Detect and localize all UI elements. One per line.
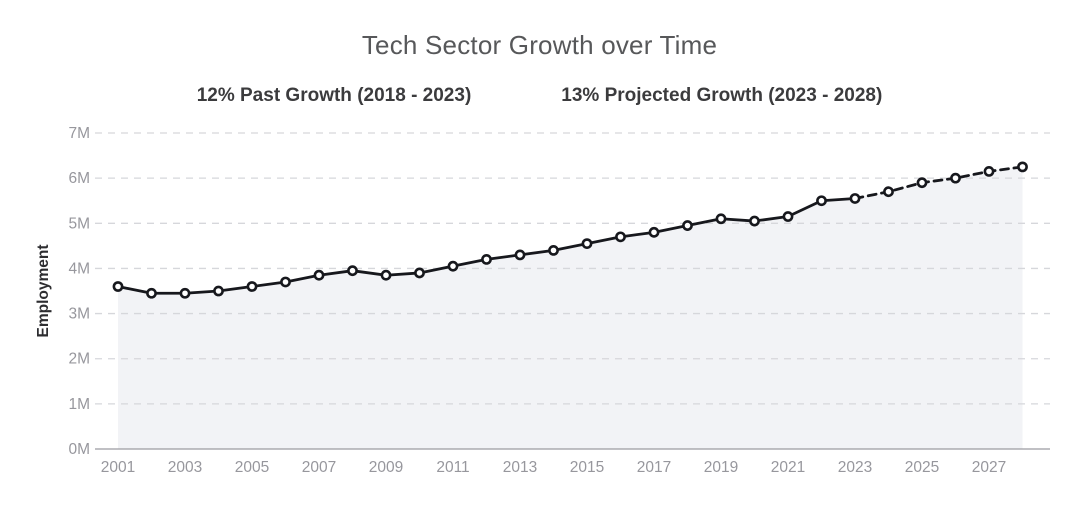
data-point-marker[interactable] [749, 215, 760, 227]
chart-header: Tech Sector Growth over Time 12% Past Gr… [0, 0, 1079, 107]
x-tick-label: 2013 [503, 459, 537, 476]
data-point-marker[interactable] [950, 172, 961, 184]
chart-title: Tech Sector Growth over Time [361, 30, 718, 60]
x-tick-label: 2007 [302, 459, 336, 476]
x-tick-label: 2017 [637, 459, 671, 476]
y-axis-title: Employment [35, 245, 52, 338]
data-point-marker[interactable] [648, 226, 660, 238]
data-point-marker[interactable] [883, 186, 894, 198]
data-point-marker[interactable] [380, 269, 392, 281]
data-point-marker[interactable] [849, 193, 861, 204]
data-point-marker[interactable] [1017, 161, 1028, 173]
x-tick-label: 2023 [838, 459, 872, 476]
data-point-marker[interactable] [112, 281, 124, 292]
data-point-marker[interactable] [916, 177, 928, 189]
data-point-marker[interactable] [682, 220, 693, 231]
data-point-marker[interactable] [447, 260, 459, 272]
area-fill [118, 166, 1023, 449]
subtitle-projected-growth: 13% Projected Growth (2023 - 2028) [561, 84, 883, 106]
data-point-marker[interactable] [782, 211, 794, 222]
data-point-marker[interactable] [481, 254, 492, 265]
data-point-marker[interactable] [179, 287, 191, 299]
x-tick-label: 2019 [704, 459, 738, 476]
x-tick-label: 2005 [235, 459, 269, 476]
y-tick-label: 4M [68, 260, 90, 277]
y-tick-label: 6M [68, 170, 90, 187]
series-line-projected [853, 165, 1024, 200]
y-tick-label: 0M [68, 441, 90, 458]
data-point-marker[interactable] [347, 265, 358, 277]
y-tick-label: 2M [68, 351, 90, 368]
data-point-marker[interactable] [313, 269, 325, 281]
data-point-marker[interactable] [816, 195, 827, 207]
data-point-marker[interactable] [983, 165, 995, 177]
x-tick-label: 2015 [570, 459, 604, 476]
data-point-marker[interactable] [715, 213, 727, 225]
y-tick-label: 5M [68, 215, 90, 232]
y-tick-label: 7M [68, 125, 90, 142]
data-point-marker[interactable] [146, 287, 157, 299]
data-point-marker[interactable] [414, 267, 425, 279]
data-point-marker[interactable] [280, 276, 291, 288]
x-tick-label: 2025 [905, 459, 939, 476]
x-tick-label: 2009 [369, 459, 403, 476]
y-tick-label: 3M [68, 306, 90, 323]
data-point-marker[interactable] [581, 238, 593, 250]
x-tick-label: 2027 [972, 459, 1006, 476]
x-tick-label: 2021 [771, 459, 805, 476]
data-point-marker[interactable] [514, 249, 526, 261]
data-point-marker[interactable] [213, 285, 224, 297]
subtitle-past-growth: 12% Past Growth (2018 - 2023) [196, 84, 472, 106]
y-tick-label: 1M [68, 396, 90, 413]
subtitle-row: 12% Past Growth (2018 - 2023) 13% Projec… [0, 85, 1079, 107]
data-point-marker[interactable] [246, 281, 258, 292]
x-tick-label: 2011 [436, 459, 469, 476]
data-point-marker[interactable] [548, 244, 559, 256]
x-tick-label: 2003 [168, 459, 202, 476]
x-tick-label: 2001 [101, 459, 135, 476]
data-point-marker[interactable] [615, 231, 626, 243]
